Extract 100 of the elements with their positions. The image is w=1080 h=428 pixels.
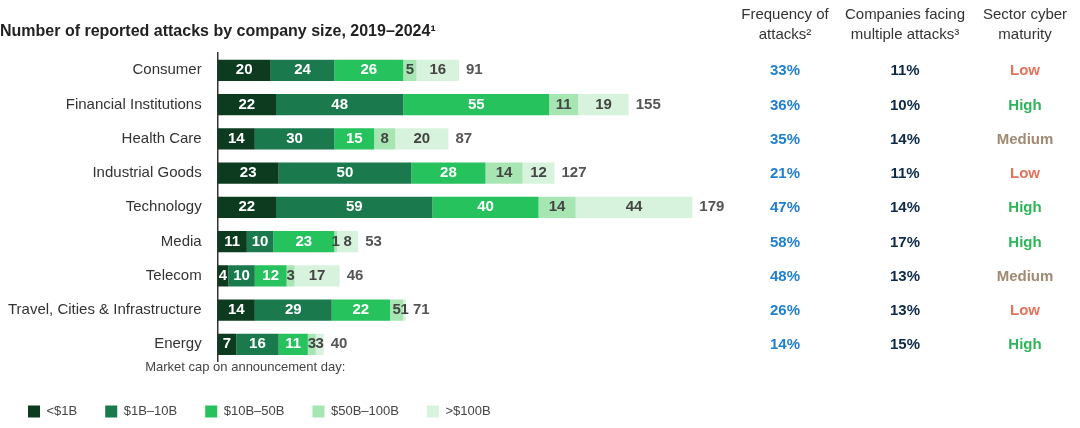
text: 35% bbox=[769, 129, 801, 147]
data-label: 10 bbox=[251, 231, 269, 249]
text: 14% bbox=[889, 129, 921, 147]
total-label: 40 bbox=[330, 334, 348, 352]
text: Medium bbox=[996, 266, 1054, 284]
text: 33% bbox=[769, 61, 801, 79]
text: 26% bbox=[769, 301, 801, 319]
bar bbox=[278, 162, 412, 184]
text: 14% bbox=[889, 198, 921, 216]
data-label: 50 bbox=[336, 163, 354, 181]
data-label: 14 bbox=[495, 163, 514, 181]
category-label: Companies facing multiple attacks³ bbox=[843, 4, 967, 44]
legend-label: >$100B bbox=[445, 403, 491, 419]
bar bbox=[334, 59, 404, 81]
data-label: 8 bbox=[343, 231, 352, 249]
bar bbox=[270, 59, 335, 81]
total-label: 53 bbox=[365, 231, 382, 249]
y-tick-label: Financial Institutions bbox=[65, 94, 202, 112]
data-label: 29 bbox=[284, 300, 302, 318]
data-label: 5 bbox=[392, 300, 401, 318]
text: High bbox=[1008, 198, 1042, 216]
data-label: 55 bbox=[467, 94, 485, 112]
data-label: 22 bbox=[238, 197, 256, 215]
data-label: 20 bbox=[413, 128, 431, 146]
text: 11% bbox=[890, 61, 920, 79]
data-label: 14 bbox=[227, 128, 246, 146]
y-tick-label: Health Care bbox=[121, 128, 202, 146]
y-tick-label: Media bbox=[160, 231, 203, 249]
data-label: 14 bbox=[548, 197, 567, 215]
text: 21% bbox=[769, 164, 801, 182]
data-label: 11 bbox=[224, 231, 241, 249]
data-label: 12 bbox=[530, 163, 547, 181]
total-label: 87 bbox=[455, 128, 473, 146]
data-label: 23 bbox=[239, 163, 257, 181]
bar bbox=[276, 196, 433, 218]
data-label: 16 bbox=[249, 334, 266, 352]
data-label: 3 bbox=[315, 334, 324, 352]
text: 48% bbox=[769, 266, 801, 284]
text: 11% bbox=[890, 164, 920, 182]
data-label: 12 bbox=[262, 265, 280, 283]
data-label: 3 bbox=[307, 334, 316, 352]
data-label: 22 bbox=[352, 300, 370, 318]
text: High bbox=[1008, 232, 1042, 250]
data-label: 11 bbox=[285, 334, 302, 352]
text: Medium bbox=[996, 129, 1054, 147]
bar bbox=[217, 162, 279, 184]
data-label: 28 bbox=[440, 163, 457, 181]
text: 14% bbox=[769, 335, 801, 353]
bar bbox=[411, 162, 486, 184]
bar bbox=[254, 128, 335, 150]
data-label: 30 bbox=[286, 128, 303, 146]
y-tick-label: Travel, Cities & Infrastructure bbox=[8, 300, 202, 318]
data-label: 24 bbox=[294, 60, 312, 78]
total-label: 46 bbox=[346, 265, 364, 283]
text: High bbox=[1008, 95, 1042, 113]
legend-label: $10B–50B bbox=[223, 403, 285, 419]
data-label: 8 bbox=[380, 128, 389, 146]
y-tick-label: Energy bbox=[154, 334, 203, 352]
data-label: 1 bbox=[400, 300, 409, 318]
text: 15% bbox=[889, 335, 921, 353]
data-label: 10 bbox=[233, 265, 250, 283]
category-label: Sector cyber maturity bbox=[981, 4, 1069, 44]
data-label: 22 bbox=[238, 94, 256, 112]
total-label: 179 bbox=[699, 197, 725, 215]
text: 10% bbox=[889, 95, 921, 113]
bar bbox=[485, 162, 523, 184]
data-label: 7 bbox=[222, 334, 232, 352]
text: Low bbox=[1010, 301, 1040, 319]
data-label: 14 bbox=[227, 300, 246, 318]
total-label: 155 bbox=[635, 94, 661, 112]
data-label: 48 bbox=[331, 94, 348, 112]
legend-label: $1B–10B bbox=[123, 403, 178, 419]
legend-title: Market cap on announcement day: bbox=[145, 359, 346, 375]
legend-label: <$1B bbox=[46, 403, 78, 419]
data-label: 15 bbox=[345, 128, 363, 146]
data-label: 5 bbox=[405, 60, 415, 78]
data-label: 3 bbox=[286, 265, 295, 283]
total-label: 127 bbox=[561, 163, 587, 181]
text: 17% bbox=[889, 232, 921, 250]
bar bbox=[331, 299, 391, 321]
data-label: 26 bbox=[360, 60, 378, 78]
text: 36% bbox=[769, 95, 801, 113]
data-label: 59 bbox=[345, 197, 363, 215]
text: Low bbox=[1010, 61, 1040, 79]
data-label: 16 bbox=[429, 60, 447, 78]
legend-label: $50B–100B bbox=[330, 403, 399, 419]
data-label: 20 bbox=[235, 60, 253, 78]
data-label: 11 bbox=[555, 94, 572, 112]
y-tick-label: Consumer bbox=[132, 60, 202, 78]
text: 58% bbox=[769, 232, 801, 250]
bar bbox=[276, 93, 404, 116]
data-label: 17 bbox=[308, 265, 326, 283]
data-label: 23 bbox=[295, 231, 313, 249]
bar bbox=[432, 196, 539, 218]
y-tick-label: Industrial Goods bbox=[92, 163, 202, 181]
bar bbox=[403, 93, 550, 116]
data-label: 44 bbox=[625, 197, 644, 215]
text: 13% bbox=[889, 301, 921, 319]
bar bbox=[575, 196, 693, 218]
total-label: 71 bbox=[412, 300, 430, 318]
